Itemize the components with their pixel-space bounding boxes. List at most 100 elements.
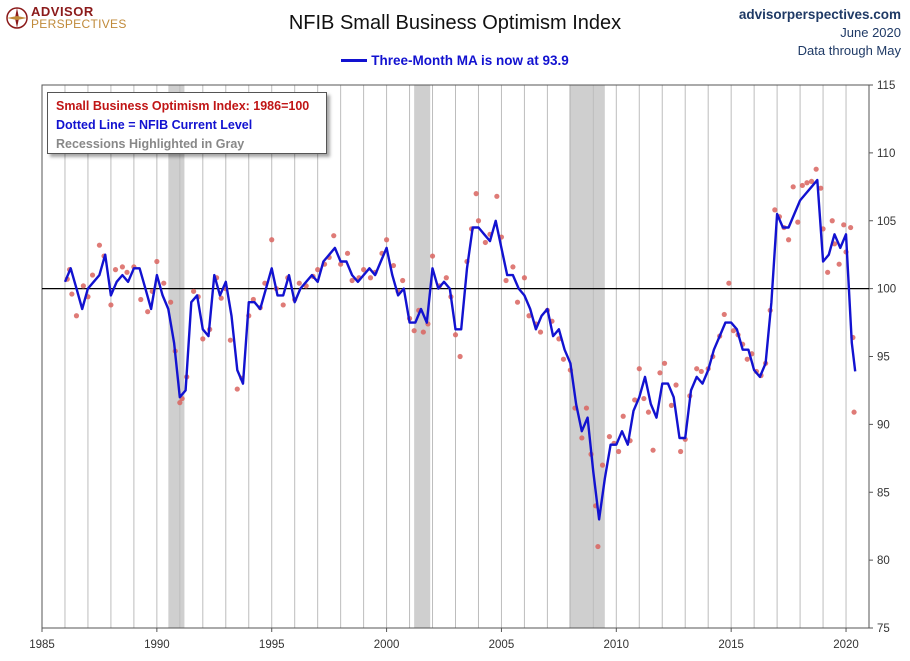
- index-point: [234, 386, 240, 392]
- index-point: [730, 328, 737, 334]
- index-point: [138, 296, 144, 303]
- y-tick-label: 100: [877, 284, 896, 296]
- index-point: [200, 336, 206, 342]
- compass-rose-icon: [6, 7, 28, 29]
- index-point: [250, 296, 256, 303]
- recession-band: [414, 85, 431, 628]
- index-point: [331, 233, 337, 239]
- index-point: [799, 182, 805, 189]
- index-point: [503, 277, 509, 284]
- ma-legend-label: Three-Month MA is now at 93.9: [371, 53, 569, 68]
- index-point: [475, 218, 482, 224]
- index-point: [744, 356, 750, 362]
- y-tick-label: 105: [877, 216, 896, 228]
- ma-legend-swatch: [341, 59, 368, 62]
- index-point: [804, 180, 810, 186]
- index-point: [349, 277, 355, 284]
- index-point: [269, 237, 275, 243]
- advisor-perspectives-logo: ADVISOR PERSPECTIVES: [6, 5, 127, 31]
- index-point: [841, 222, 847, 228]
- index-point: [657, 370, 663, 376]
- source-block: advisorperspectives.com June 2020 Data t…: [739, 6, 901, 60]
- index-point: [537, 329, 544, 335]
- x-tick-label: 2000: [374, 639, 400, 651]
- x-tick-label: 1985: [29, 639, 55, 651]
- index-point: [808, 178, 815, 184]
- index-point: [383, 237, 390, 243]
- index-point: [813, 166, 819, 172]
- recession-band: [569, 85, 605, 628]
- chart-legend: Three-Month MA is now at 93.9: [0, 53, 910, 68]
- x-tick-label: 2010: [604, 639, 630, 651]
- index-point: [367, 275, 374, 281]
- y-tick-label: 115: [877, 80, 895, 92]
- x-tick-label: 1995: [259, 639, 285, 651]
- index-point: [482, 239, 488, 246]
- x-tick-label: 1990: [144, 639, 170, 651]
- index-point: [473, 191, 479, 197]
- index-point: [620, 413, 626, 419]
- y-tick-label: 80: [877, 555, 890, 567]
- index-point: [452, 332, 459, 338]
- x-tick-label: 2020: [833, 639, 859, 651]
- index-point: [429, 253, 436, 259]
- index-point: [641, 395, 647, 402]
- y-tick-label: 90: [877, 419, 890, 431]
- y-tick-label: 75: [877, 623, 890, 635]
- index-point: [678, 448, 684, 455]
- index-point: [69, 291, 75, 297]
- publish-date: June 2020: [840, 25, 901, 40]
- y-tick-label: 85: [877, 487, 890, 499]
- index-point: [154, 258, 160, 265]
- index-point: [560, 356, 567, 362]
- index-point: [89, 272, 96, 278]
- index-point: [280, 302, 286, 308]
- index-point: [112, 267, 119, 273]
- index-point: [829, 218, 835, 224]
- index-point: [526, 313, 532, 319]
- index-point: [721, 311, 727, 318]
- note-dotted-line: Dotted Line = NFIB Current Level: [56, 118, 253, 132]
- index-point: [595, 543, 601, 550]
- index-point: [632, 397, 638, 403]
- index-point: [338, 261, 344, 267]
- index-point: [80, 283, 86, 289]
- index-point: [161, 280, 167, 286]
- index-point: [177, 400, 183, 406]
- source-site[interactable]: advisorperspectives.com: [738, 7, 901, 22]
- index-point: [698, 368, 704, 375]
- index-point: [510, 264, 516, 270]
- index-point: [315, 267, 321, 273]
- logo-line2: PERSPECTIVES: [31, 17, 127, 31]
- index-point: [583, 405, 590, 411]
- y-tick-label: 110: [877, 148, 895, 160]
- index-point: [636, 366, 642, 372]
- index-point: [673, 382, 679, 388]
- y-tick-label: 95: [877, 352, 890, 364]
- index-point: [818, 185, 824, 191]
- chart-title: NFIB Small Business Optimism Index: [288, 12, 622, 34]
- index-point: [108, 302, 114, 308]
- index-point: [390, 262, 397, 269]
- index-point: [848, 224, 854, 231]
- index-point: [145, 309, 151, 315]
- index-point: [96, 242, 103, 248]
- index-point: [650, 447, 656, 453]
- index-point: [579, 435, 585, 441]
- index-point: [400, 277, 406, 284]
- index-point: [836, 261, 842, 267]
- index-point: [645, 409, 652, 415]
- index-point: [661, 360, 668, 366]
- index-point: [785, 237, 792, 243]
- index-point: [772, 207, 778, 213]
- index-point: [296, 280, 302, 286]
- x-tick-label: 2005: [489, 639, 515, 651]
- index-point: [344, 250, 351, 256]
- index-point: [119, 264, 126, 270]
- ma-series-line: [63, 178, 857, 521]
- index-point: [616, 448, 622, 455]
- index-point: [420, 329, 426, 335]
- index-point: [790, 184, 796, 190]
- index-point: [168, 299, 174, 305]
